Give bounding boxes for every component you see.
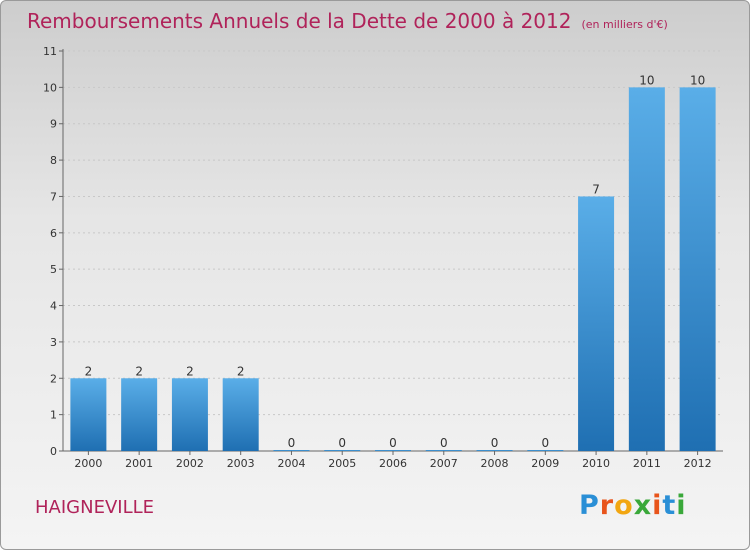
data-label-2011: 10 <box>639 73 654 87</box>
bar-2006[interactable] <box>375 450 411 451</box>
y-tick-label: 1 <box>50 409 57 422</box>
x-tick-label: 2008 <box>481 457 509 470</box>
data-label-2012: 10 <box>690 73 705 87</box>
data-label-2004: 0 <box>288 436 296 450</box>
bar-2008[interactable] <box>476 450 513 451</box>
y-tick-label: 9 <box>50 118 57 131</box>
data-label-2000: 2 <box>85 364 93 378</box>
bars <box>70 87 716 451</box>
y-tick-label: 0 <box>50 445 57 458</box>
data-label-2006: 0 <box>389 436 397 450</box>
x-tick-label: 2010 <box>582 457 610 470</box>
x-tick-label: 2001 <box>125 457 153 470</box>
x-tick-label: 2012 <box>684 457 712 470</box>
data-label-2001: 2 <box>135 364 143 378</box>
x-tick-label: 2004 <box>277 457 305 470</box>
place-name: HAIGNEVILLE <box>35 497 154 518</box>
bar-2003[interactable] <box>222 378 259 451</box>
y-tick-label: 8 <box>50 154 57 167</box>
x-tick-label: 2002 <box>176 457 204 470</box>
bar-2012[interactable] <box>679 87 716 451</box>
data-label-2003: 2 <box>237 364 245 378</box>
y-tick-label: 5 <box>50 263 57 276</box>
data-label-2009: 0 <box>541 436 549 450</box>
bar-2000[interactable] <box>70 378 107 451</box>
y-tick-label: 10 <box>43 81 57 94</box>
bar-2007[interactable] <box>425 450 462 451</box>
chart-title: Remboursements Annuels de la Dette de 20… <box>27 9 668 33</box>
logo-letter: i <box>676 490 687 521</box>
bar-2004[interactable] <box>273 450 310 451</box>
proxiti-logo[interactable]: Proxiti <box>579 490 687 521</box>
y-tick-label: 4 <box>50 300 57 313</box>
data-label-2002: 2 <box>186 364 194 378</box>
logo-letter: t <box>662 490 677 521</box>
data-label-2010: 7 <box>592 182 600 196</box>
x-tick-label: 2006 <box>379 457 407 470</box>
x-tick-label: 2011 <box>633 457 661 470</box>
y-tick-label: 11 <box>43 45 57 58</box>
bar-2001[interactable] <box>121 378 158 451</box>
y-tick-label: 6 <box>50 227 57 240</box>
logo-letter: r <box>599 490 615 521</box>
x-tick-label: 2003 <box>227 457 255 470</box>
y-tick-label: 2 <box>50 372 57 385</box>
x-tick-label: 2005 <box>328 457 356 470</box>
bar-2011[interactable] <box>628 87 665 451</box>
y-tick-label: 3 <box>50 336 57 349</box>
data-label-2005: 0 <box>338 436 346 450</box>
data-labels: 2 2 2 2 0 0 0 0 0 0 7 10 10 <box>85 73 706 450</box>
x-tick-label: 2000 <box>74 457 102 470</box>
x-tick-label: 2009 <box>531 457 559 470</box>
grid-lines <box>63 50 723 416</box>
data-label-2008: 0 <box>491 436 499 450</box>
bar-2010[interactable] <box>578 196 615 451</box>
bar-2002[interactable] <box>171 378 208 451</box>
bar-2009[interactable] <box>527 450 564 451</box>
chart-subtitle: (en milliers d'€) <box>581 18 668 31</box>
logo-letter: o <box>614 490 634 521</box>
logo-letter: i <box>652 490 663 521</box>
bar-2005[interactable] <box>324 450 361 451</box>
logo-letter: P <box>579 490 600 521</box>
data-label-2007: 0 <box>440 436 448 450</box>
x-tick-label: 2007 <box>430 457 458 470</box>
chart-title-text: Remboursements Annuels de la Dette de 20… <box>27 9 572 33</box>
logo-letter: x <box>633 490 653 521</box>
y-tick-label: 7 <box>50 190 57 203</box>
